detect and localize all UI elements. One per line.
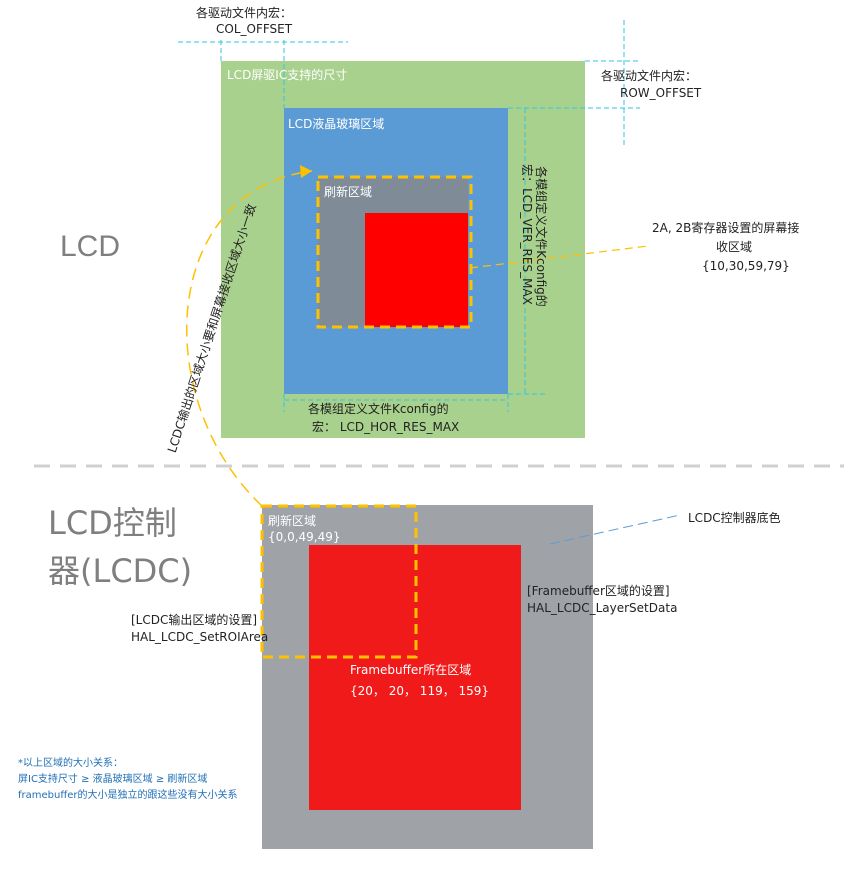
framebuffer-area: [309, 545, 521, 810]
lcd-glass-area-label: LCD液晶玻璃区域: [288, 117, 385, 131]
output-setting-line1: [LCDC输出区域的设置]: [131, 613, 258, 627]
hor-res-line1: 各模组定义文件Kconfig的: [308, 402, 449, 416]
footnote-line2: 屏IC支持尺寸 ≥ 液晶玻璃区域 ≥ 刷新区域: [18, 774, 208, 785]
col-offset-line1: 各驱动文件内宏：: [196, 6, 293, 20]
lcd-refresh-area-label: 刷新区域: [324, 185, 373, 199]
footnote-line1: *以上区域的大小关系：: [18, 758, 123, 769]
lcdc-refresh-area-label: 刷新区域: [268, 514, 317, 528]
lcd-section-label: LCD: [60, 230, 121, 263]
consistency-arrow: [185, 170, 313, 507]
receive-area-line1: 2A, 2B寄存器设置的屏幕接: [652, 221, 800, 235]
lcd-ic-area-label: LCD屏驱IC支持的尺寸: [227, 68, 348, 82]
row-offset-line1: 各驱动文件内宏：: [601, 69, 698, 83]
footnote-line3: framebuffer的大小是独立的跟这些没有大小关系: [18, 790, 238, 801]
lcd-receive-area-outline: [316, 175, 473, 329]
lcdc-bg-color-label: LCDC控制器底色: [688, 511, 781, 525]
ver-res-line2: 宏：LCD_VER_RES_MAX: [519, 164, 534, 305]
lcdc-section-label-line1: LCD控制: [48, 504, 177, 542]
row-offset-line2: ROW_OFFSET: [620, 86, 702, 100]
lcdc-output-area-outline: [260, 504, 418, 659]
lcdc-refresh-area-coords: {0,0,49,49}: [268, 530, 341, 544]
receive-area-coords: {10,30,59,79}: [702, 259, 790, 273]
receive-area-line2: 收区域: [716, 240, 753, 254]
framebuffer-area-coords: {20， 20， 119， 159}: [350, 684, 490, 698]
output-setting-line2: HAL_LCDC_SetROIArea: [131, 630, 269, 644]
hor-res-line2: 宏： LCD_HOR_RES_MAX: [312, 420, 460, 434]
lcdc-section-label-line2: 器(LCDC): [48, 552, 193, 590]
lcd-refresh-red-block: [365, 213, 468, 327]
framebuffer-setting-line2: HAL_LCDC_LayerSetData: [527, 601, 678, 615]
framebuffer-area-label: Framebuffer所在区域: [350, 663, 472, 677]
framebuffer-setting-line1: [Framebuffer区域的设置]: [527, 584, 670, 598]
col-offset-line2: COL_OFFSET: [216, 22, 293, 36]
